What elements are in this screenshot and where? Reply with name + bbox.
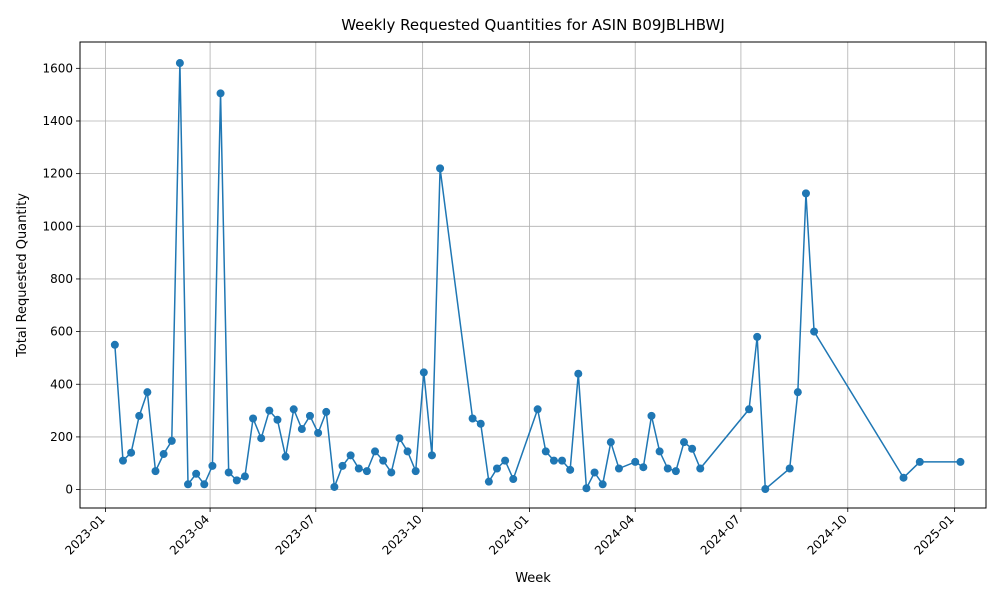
data-point	[509, 475, 518, 484]
data-point	[314, 428, 323, 437]
data-point	[598, 480, 607, 489]
data-point	[224, 468, 233, 477]
data-point	[127, 448, 136, 457]
data-point	[899, 473, 908, 482]
data-point	[208, 461, 217, 470]
grid-lines	[80, 42, 986, 508]
data-point	[663, 464, 672, 473]
data-point	[330, 482, 339, 491]
data-point	[582, 484, 591, 493]
data-point	[647, 411, 656, 420]
data-point	[200, 480, 209, 489]
data-point	[655, 447, 664, 456]
data-point	[151, 467, 160, 476]
data-point	[639, 463, 648, 472]
data-point	[915, 457, 924, 466]
y-tick-label: 1400	[42, 114, 73, 128]
data-point	[590, 468, 599, 477]
data-point	[362, 467, 371, 476]
data-point	[688, 444, 697, 453]
data-point	[558, 456, 567, 465]
data-point	[216, 89, 225, 98]
data-point	[305, 411, 314, 420]
data-point	[761, 485, 770, 494]
data-point	[680, 438, 688, 447]
data-point	[175, 59, 184, 68]
data-point	[354, 464, 363, 473]
data-point	[533, 405, 542, 414]
data-point	[387, 468, 396, 477]
data-point	[549, 456, 558, 465]
y-tick-label: 400	[50, 377, 73, 391]
data-point	[281, 452, 290, 461]
data-point	[257, 434, 266, 443]
data-point	[322, 407, 331, 416]
data-point	[379, 456, 388, 465]
y-axis-title: Total Requested Quantity	[15, 193, 30, 358]
y-tick-label: 600	[50, 325, 73, 339]
data-point	[249, 414, 258, 423]
data-point	[436, 164, 445, 173]
data-point	[671, 467, 680, 476]
data-point	[184, 480, 193, 489]
y-tick-label: 800	[50, 272, 73, 286]
data-point	[541, 447, 550, 456]
data-point	[395, 434, 404, 443]
data-point	[167, 436, 176, 445]
data-point	[403, 447, 412, 456]
data-point	[289, 405, 298, 414]
data-point	[631, 457, 640, 466]
data-point	[753, 332, 762, 341]
series-layer	[110, 59, 965, 494]
y-tick-label: 0	[65, 483, 73, 497]
chart-title: Weekly Requested Quantities for ASIN B09…	[341, 16, 725, 34]
data-point	[232, 476, 241, 485]
data-point	[118, 456, 127, 465]
data-point	[468, 414, 477, 423]
data-point	[492, 464, 501, 473]
data-point	[273, 415, 282, 424]
data-point	[159, 450, 168, 459]
data-point	[566, 465, 575, 474]
data-point	[745, 405, 754, 414]
data-point	[501, 456, 510, 465]
data-point	[346, 451, 355, 460]
data-point	[956, 457, 965, 466]
data-point	[419, 368, 428, 377]
data-point	[143, 388, 152, 397]
data-point	[338, 461, 347, 470]
data-point	[785, 464, 794, 473]
y-tick-label: 200	[50, 430, 73, 444]
data-point	[427, 451, 436, 460]
data-point	[606, 438, 615, 447]
data-point	[371, 447, 380, 456]
data-point	[793, 388, 802, 397]
data-point	[484, 477, 493, 486]
x-axis-title: Week	[515, 571, 551, 586]
y-tick-label: 1200	[42, 167, 73, 181]
data-point	[801, 189, 810, 198]
data-point	[265, 406, 274, 415]
data-point	[411, 467, 420, 476]
data-point	[574, 369, 583, 378]
data-point	[192, 469, 201, 478]
data-point	[614, 464, 623, 473]
y-tick-label: 1000	[42, 219, 73, 233]
y-axis-ticks: 0 200 400 600 800 1000 1200 1400 1600	[42, 61, 80, 497]
data-point	[135, 411, 144, 420]
data-point	[810, 327, 819, 336]
plot-area-frame	[79, 41, 987, 509]
data-point	[240, 472, 249, 481]
data-point	[476, 419, 485, 428]
data-point	[297, 425, 306, 434]
data-point	[110, 340, 119, 349]
y-tick-label: 1600	[42, 61, 73, 75]
data-point	[696, 464, 705, 473]
